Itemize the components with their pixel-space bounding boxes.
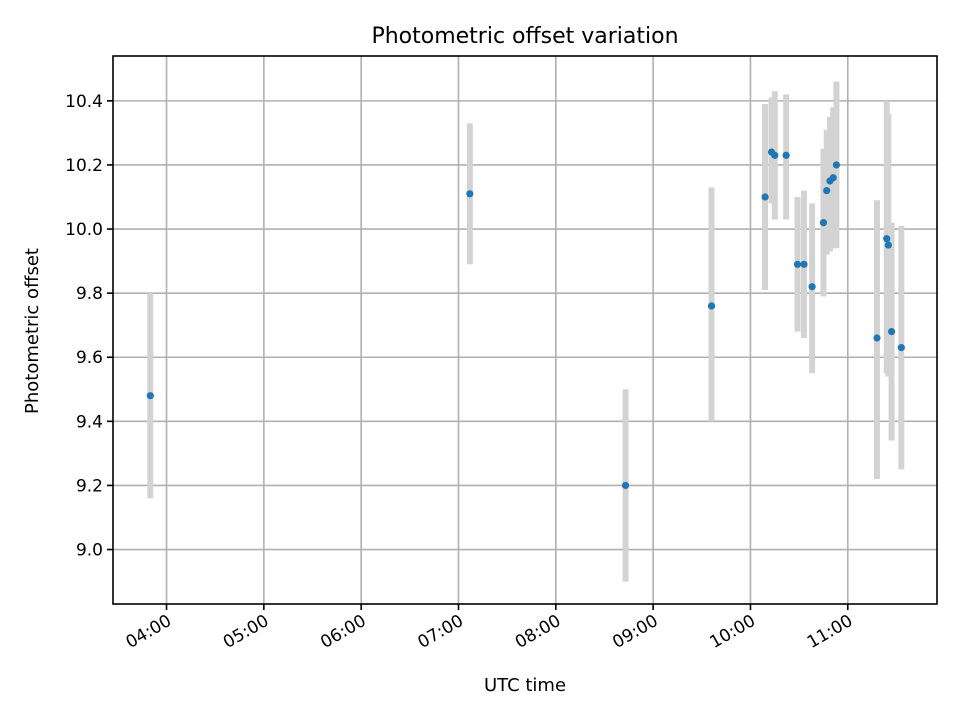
plot-area-frame <box>112 55 938 605</box>
x-tick-label: 10:00 <box>707 611 759 653</box>
data-point <box>800 260 808 268</box>
y-tick-label: 10.2 <box>65 156 103 176</box>
data-point <box>793 260 802 268</box>
data-point <box>883 235 891 243</box>
data-point <box>829 174 837 182</box>
chart-title: Photometric offset variation <box>371 24 678 49</box>
y-tick-label: 9.6 <box>76 348 103 368</box>
x-tick-label: 04:00 <box>123 611 175 653</box>
data-point <box>621 481 630 490</box>
y-tick-label: 10.0 <box>65 220 103 240</box>
data-point <box>707 302 716 310</box>
x-tick-label: 09:00 <box>609 611 661 653</box>
data-point <box>808 283 816 291</box>
y-axis-ticks: 9.0 9.2 9.4 9.6 9.8 10.0 10.2 10.4 <box>65 92 113 561</box>
data-point <box>819 219 828 227</box>
x-tick-label: 08:00 <box>512 611 564 653</box>
x-axis-label: UTC time <box>484 675 566 696</box>
x-axis-ticks: 04:00 05:00 06:00 07:00 08:00 09:00 10:00 11:00 <box>123 604 856 653</box>
data-point <box>897 344 905 352</box>
x-tick-label: 06:00 <box>317 611 369 653</box>
data-point <box>873 334 881 342</box>
y-axis-label: Photometric offset <box>22 248 43 414</box>
y-tick-label: 9.0 <box>76 541 103 561</box>
data-point <box>146 392 154 400</box>
x-tick-label: 05:00 <box>220 611 272 653</box>
y-tick-label: 9.4 <box>76 412 103 432</box>
data-point <box>884 241 892 249</box>
y-tick-label: 9.8 <box>76 284 103 304</box>
data-point <box>771 151 779 159</box>
x-tick-label: 07:00 <box>415 611 467 653</box>
data-point <box>466 190 474 198</box>
data-point <box>782 151 790 159</box>
data-points <box>146 148 905 490</box>
data-point <box>832 161 841 169</box>
y-tick-label: 10.4 <box>65 92 103 112</box>
data-point <box>761 193 769 201</box>
x-tick-label: 11:00 <box>804 611 856 653</box>
data-point <box>887 328 896 336</box>
y-tick-label: 9.2 <box>76 476 103 496</box>
data-point <box>823 186 831 195</box>
